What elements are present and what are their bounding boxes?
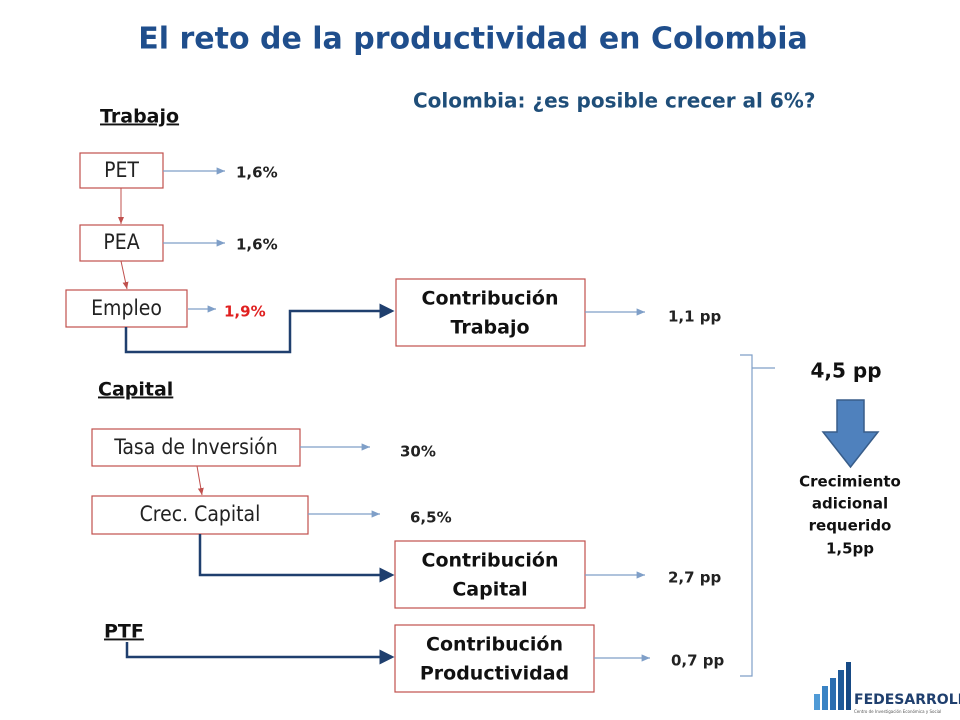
contribution-value: 0,7 pp	[671, 652, 725, 670]
node: Tasa de Inversión	[91, 428, 301, 467]
node-value: 1,9%	[224, 303, 266, 321]
section-label: Trabajo	[100, 106, 179, 128]
logo: FEDESARROLLO Centro de Investigación Eco…	[814, 662, 960, 714]
logo-name: FEDESARROLLO	[854, 692, 960, 708]
down-arrow	[821, 399, 880, 469]
title: El reto de la productividad en Colombia	[138, 22, 808, 57]
node: PEA	[79, 224, 164, 262]
contribution-label: Contribución	[426, 634, 563, 656]
arrow	[196, 465, 204, 496]
contribution-label: Productividad	[420, 663, 569, 685]
node-label: Crec. Capital	[140, 502, 261, 526]
total: 4,5 pp	[810, 359, 881, 383]
contribution-label: Contribución	[422, 288, 559, 310]
note-line: requerido	[809, 517, 892, 535]
section-label: Capital	[98, 379, 173, 401]
contribution-label: Trabajo	[450, 317, 529, 339]
bracket	[740, 354, 775, 677]
contribution: Contribución Productividad	[394, 624, 595, 693]
logo-tagline: Centro de Investigación Económica y Soci…	[854, 709, 941, 714]
note: Crecimiento adicional requerido 1,5pp	[799, 473, 901, 558]
node: PET	[79, 152, 164, 189]
connector	[198, 534, 395, 583]
connector	[124, 303, 395, 354]
node-value: 1,6%	[236, 236, 278, 254]
node-label: PEA	[103, 230, 139, 254]
arrow	[120, 260, 129, 290]
node-value: 1,6%	[236, 164, 278, 182]
node-label: PET	[104, 158, 139, 182]
note-line: Crecimiento	[799, 473, 901, 491]
contribution-value: 2,7 pp	[668, 569, 722, 587]
note-line: adicional	[812, 495, 888, 513]
node-value: 6,5%	[410, 509, 452, 527]
contribution-value: 1,1 pp	[668, 308, 722, 326]
node: Empleo	[65, 289, 188, 328]
node-label: Empleo	[91, 296, 162, 320]
node: Crec. Capital	[91, 495, 309, 535]
contribution: Contribución Capital	[394, 540, 586, 609]
node-value: 30%	[400, 443, 436, 461]
note-line: 1,5pp	[826, 540, 874, 558]
contribution-label: Capital	[452, 579, 527, 601]
section-label: PTF	[104, 621, 144, 643]
connector	[125, 642, 395, 665]
contribution-label: Contribución	[422, 550, 559, 572]
node-label: Tasa de Inversión	[113, 435, 277, 459]
subtitle: Colombia: ¿es posible crecer al 6%?	[413, 89, 815, 113]
contribution: Contribución Trabajo	[395, 278, 586, 347]
